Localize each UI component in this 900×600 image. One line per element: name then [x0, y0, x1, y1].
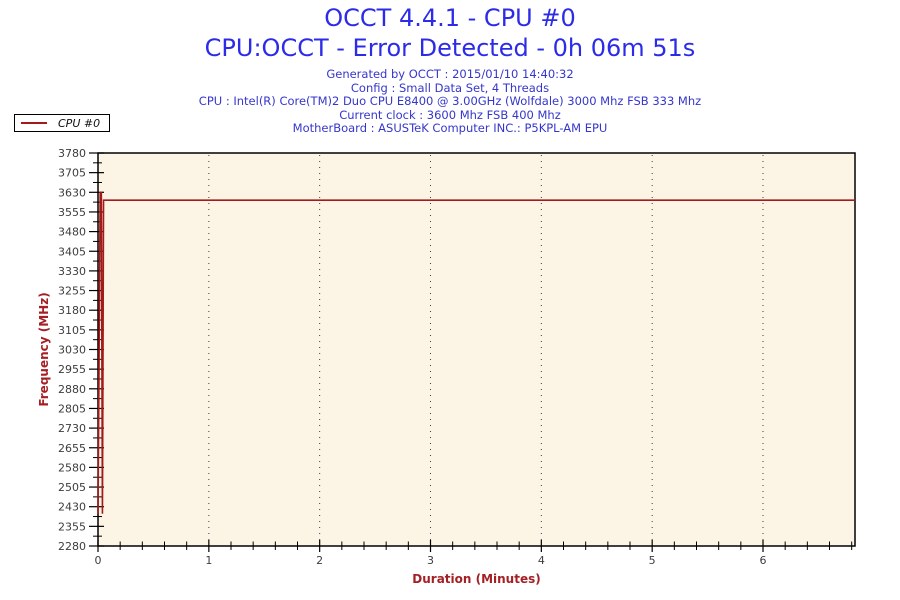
report-info-block: Generated by OCCT : 2015/01/10 14:40:32 … [0, 67, 900, 136]
legend-line-swatch [21, 122, 47, 124]
y-tick-label: 2430 [58, 501, 86, 514]
y-tick-label: 3480 [58, 226, 86, 239]
y-tick-label: 2280 [58, 540, 86, 553]
x-tick-label: 6 [760, 554, 767, 567]
y-tick-label: 3630 [58, 186, 86, 199]
x-tick-label: 2 [316, 554, 323, 567]
y-tick-label: 3105 [58, 324, 86, 337]
info-generated: Generated by OCCT : 2015/01/10 14:40:32 [326, 67, 574, 81]
y-tick-label: 2955 [58, 363, 86, 376]
y-tick-label: 3555 [58, 206, 86, 219]
info-cpu: CPU : Intel(R) Core(TM)2 Duo CPU E8400 @… [198, 94, 702, 109]
x-tick-label: 3 [427, 554, 434, 567]
legend: CPU #0 [14, 114, 110, 132]
y-tick-label: 2505 [58, 481, 86, 494]
y-tick-label: 3705 [58, 167, 86, 180]
info-config: Config : Small Data Set, 4 Threads [350, 80, 550, 95]
y-tick-label: 3180 [58, 304, 86, 317]
legend-label: CPU #0 [58, 116, 101, 130]
y-tick-label: 3780 [58, 147, 86, 160]
x-tick-label: 5 [649, 554, 656, 567]
x-tick-label: 1 [205, 554, 212, 567]
y-tick-label: 3030 [58, 344, 86, 357]
x-tick-label: 4 [538, 554, 545, 567]
y-tick-label: 3255 [58, 285, 86, 298]
x-axis-label: Duration (Minutes) [412, 572, 540, 586]
series-cpu0 [97, 191, 855, 514]
y-tick-label: 2730 [58, 422, 86, 435]
y-tick-label: 2880 [58, 383, 86, 396]
report-subtitle-status: CPU:OCCT - Error Detected - 0h 06m 51s [204, 34, 696, 62]
y-axis-label: Frequency (MHz) [37, 292, 51, 406]
info-current-clock: Current clock : 3600 Mhz FSB 400 Mhz [339, 107, 561, 122]
y-tick-label: 2805 [58, 402, 86, 415]
y-tick-label: 3405 [58, 245, 86, 258]
report-title: OCCT 4.4.1 - CPU #0 [324, 4, 576, 32]
plot-area [97, 152, 856, 547]
y-tick-label: 2655 [58, 442, 86, 455]
y-tick-label: 2580 [58, 461, 86, 474]
x-tick-label: 0 [95, 554, 102, 567]
y-tick-label: 2355 [58, 520, 86, 533]
info-motherboard: MotherBoard : ASUSTeK Computer INC.: P5K… [292, 121, 608, 136]
y-tick-label: 3330 [58, 265, 86, 278]
